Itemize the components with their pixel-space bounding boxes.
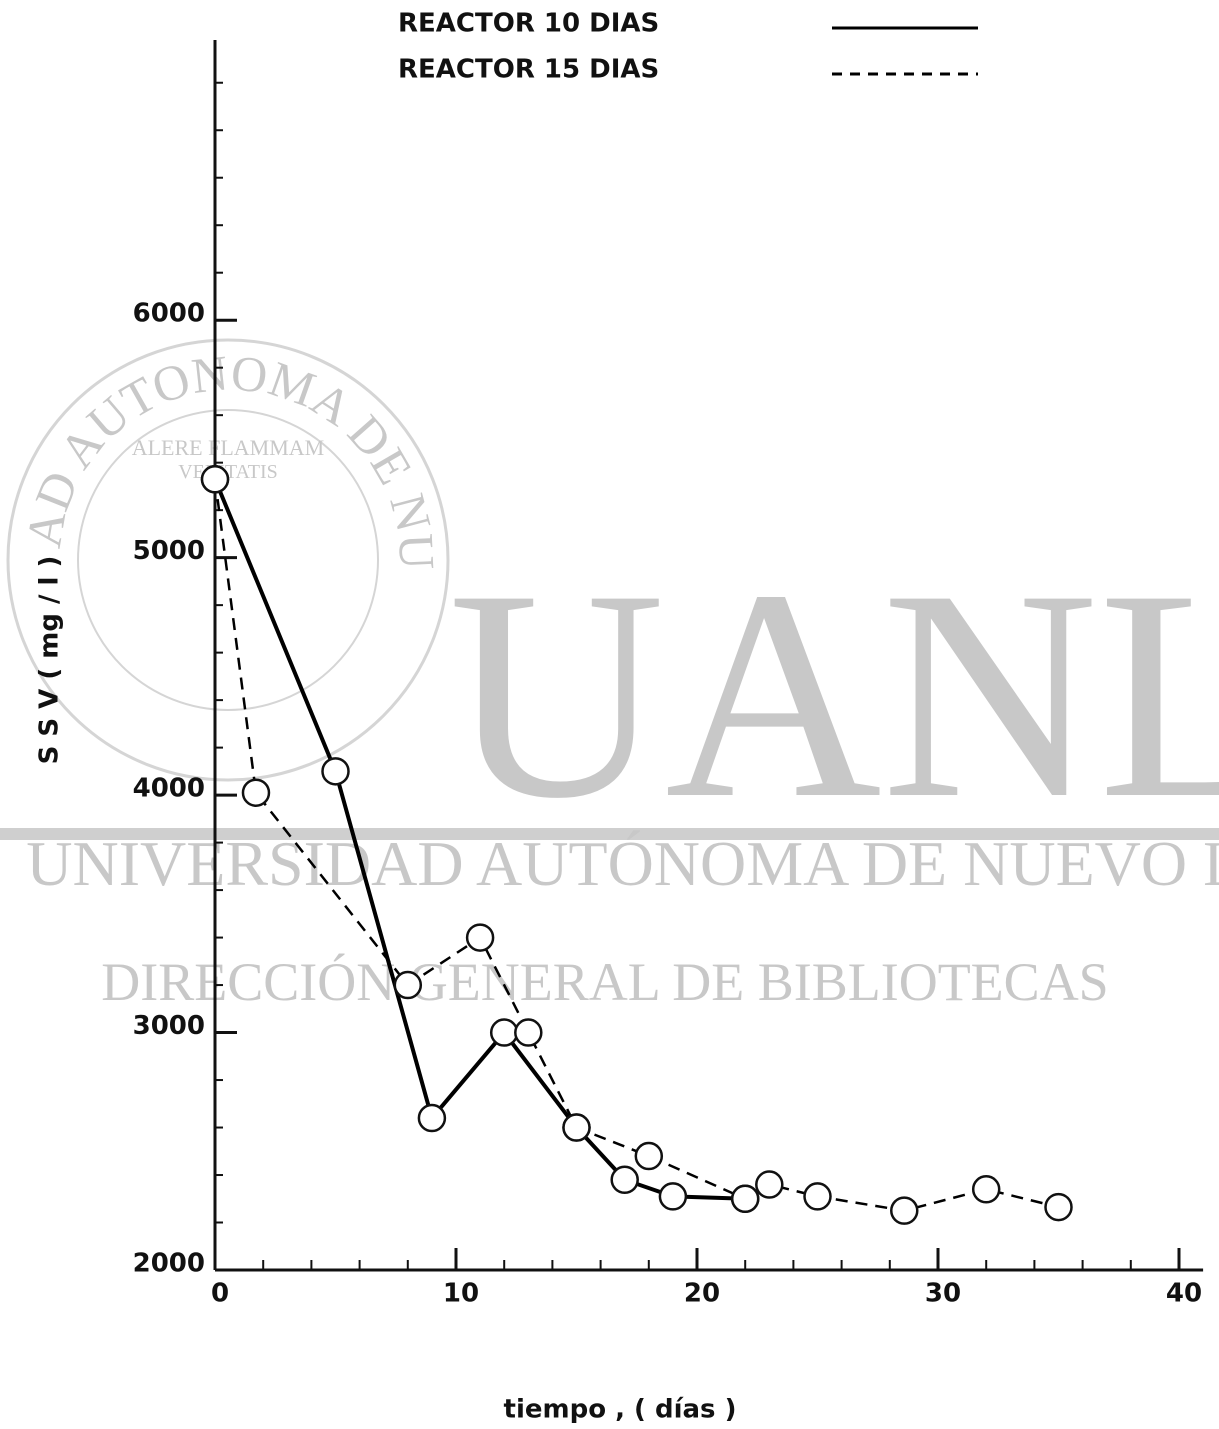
x-tick-label: 0 bbox=[211, 1279, 229, 1309]
data-point bbox=[890, 1196, 919, 1225]
data-point bbox=[658, 1182, 688, 1211]
data-point bbox=[610, 1165, 639, 1195]
x-tick-label: 40 bbox=[1166, 1279, 1202, 1309]
x-tick-label: 10 bbox=[443, 1279, 479, 1309]
watermark-line: DIRECCIÓN GENERAL DE BIBLIOTECAS bbox=[101, 952, 1108, 1012]
watermark-logo: UANL bbox=[448, 528, 1219, 860]
watermark-line: UNIVERSIDAD AUTÓNOMA DE NUEVO LEÓN bbox=[26, 828, 1219, 899]
data-point bbox=[200, 465, 230, 494]
data-point bbox=[514, 1018, 543, 1047]
y-axis-label: S S V ( mg / l ) bbox=[35, 556, 65, 765]
seal-inner bbox=[77, 409, 379, 711]
data-point bbox=[971, 1175, 1001, 1204]
data-point bbox=[241, 778, 271, 807]
y-tick-label: 6000 bbox=[133, 299, 205, 329]
seal-outer bbox=[6, 338, 450, 782]
y-tick-label: 5000 bbox=[133, 536, 205, 566]
x-tick-label: 20 bbox=[684, 1279, 720, 1309]
data-point bbox=[417, 1103, 447, 1133]
data-point bbox=[393, 970, 423, 1000]
data-point bbox=[465, 923, 495, 952]
data-point bbox=[562, 1113, 591, 1142]
y-tick-label: 2000 bbox=[133, 1249, 205, 1279]
x-axis-label: tiempo , ( días ) bbox=[504, 1395, 737, 1425]
legend-label: REACTOR 10 DIAS bbox=[398, 9, 659, 39]
data-point bbox=[755, 1170, 784, 1199]
data-point bbox=[634, 1141, 664, 1171]
x-tick-label: 30 bbox=[925, 1279, 961, 1309]
data-point bbox=[730, 1184, 760, 1214]
data-point bbox=[321, 757, 350, 786]
legend-label: REACTOR 15 DIAS bbox=[398, 55, 659, 85]
watermark-bar bbox=[0, 828, 1219, 840]
data-point bbox=[1044, 1192, 1073, 1222]
watermark: UNIVERSIDAD AUTONOMA DE NUEVO LEON ALERE… bbox=[0, 0, 1219, 1012]
y-tick-label: 4000 bbox=[133, 774, 205, 804]
seal-motto: ALERE FLAMMAM bbox=[132, 435, 325, 460]
data-point bbox=[489, 1018, 519, 1047]
y-tick-label: 3000 bbox=[133, 1011, 205, 1041]
data-point bbox=[803, 1182, 832, 1211]
